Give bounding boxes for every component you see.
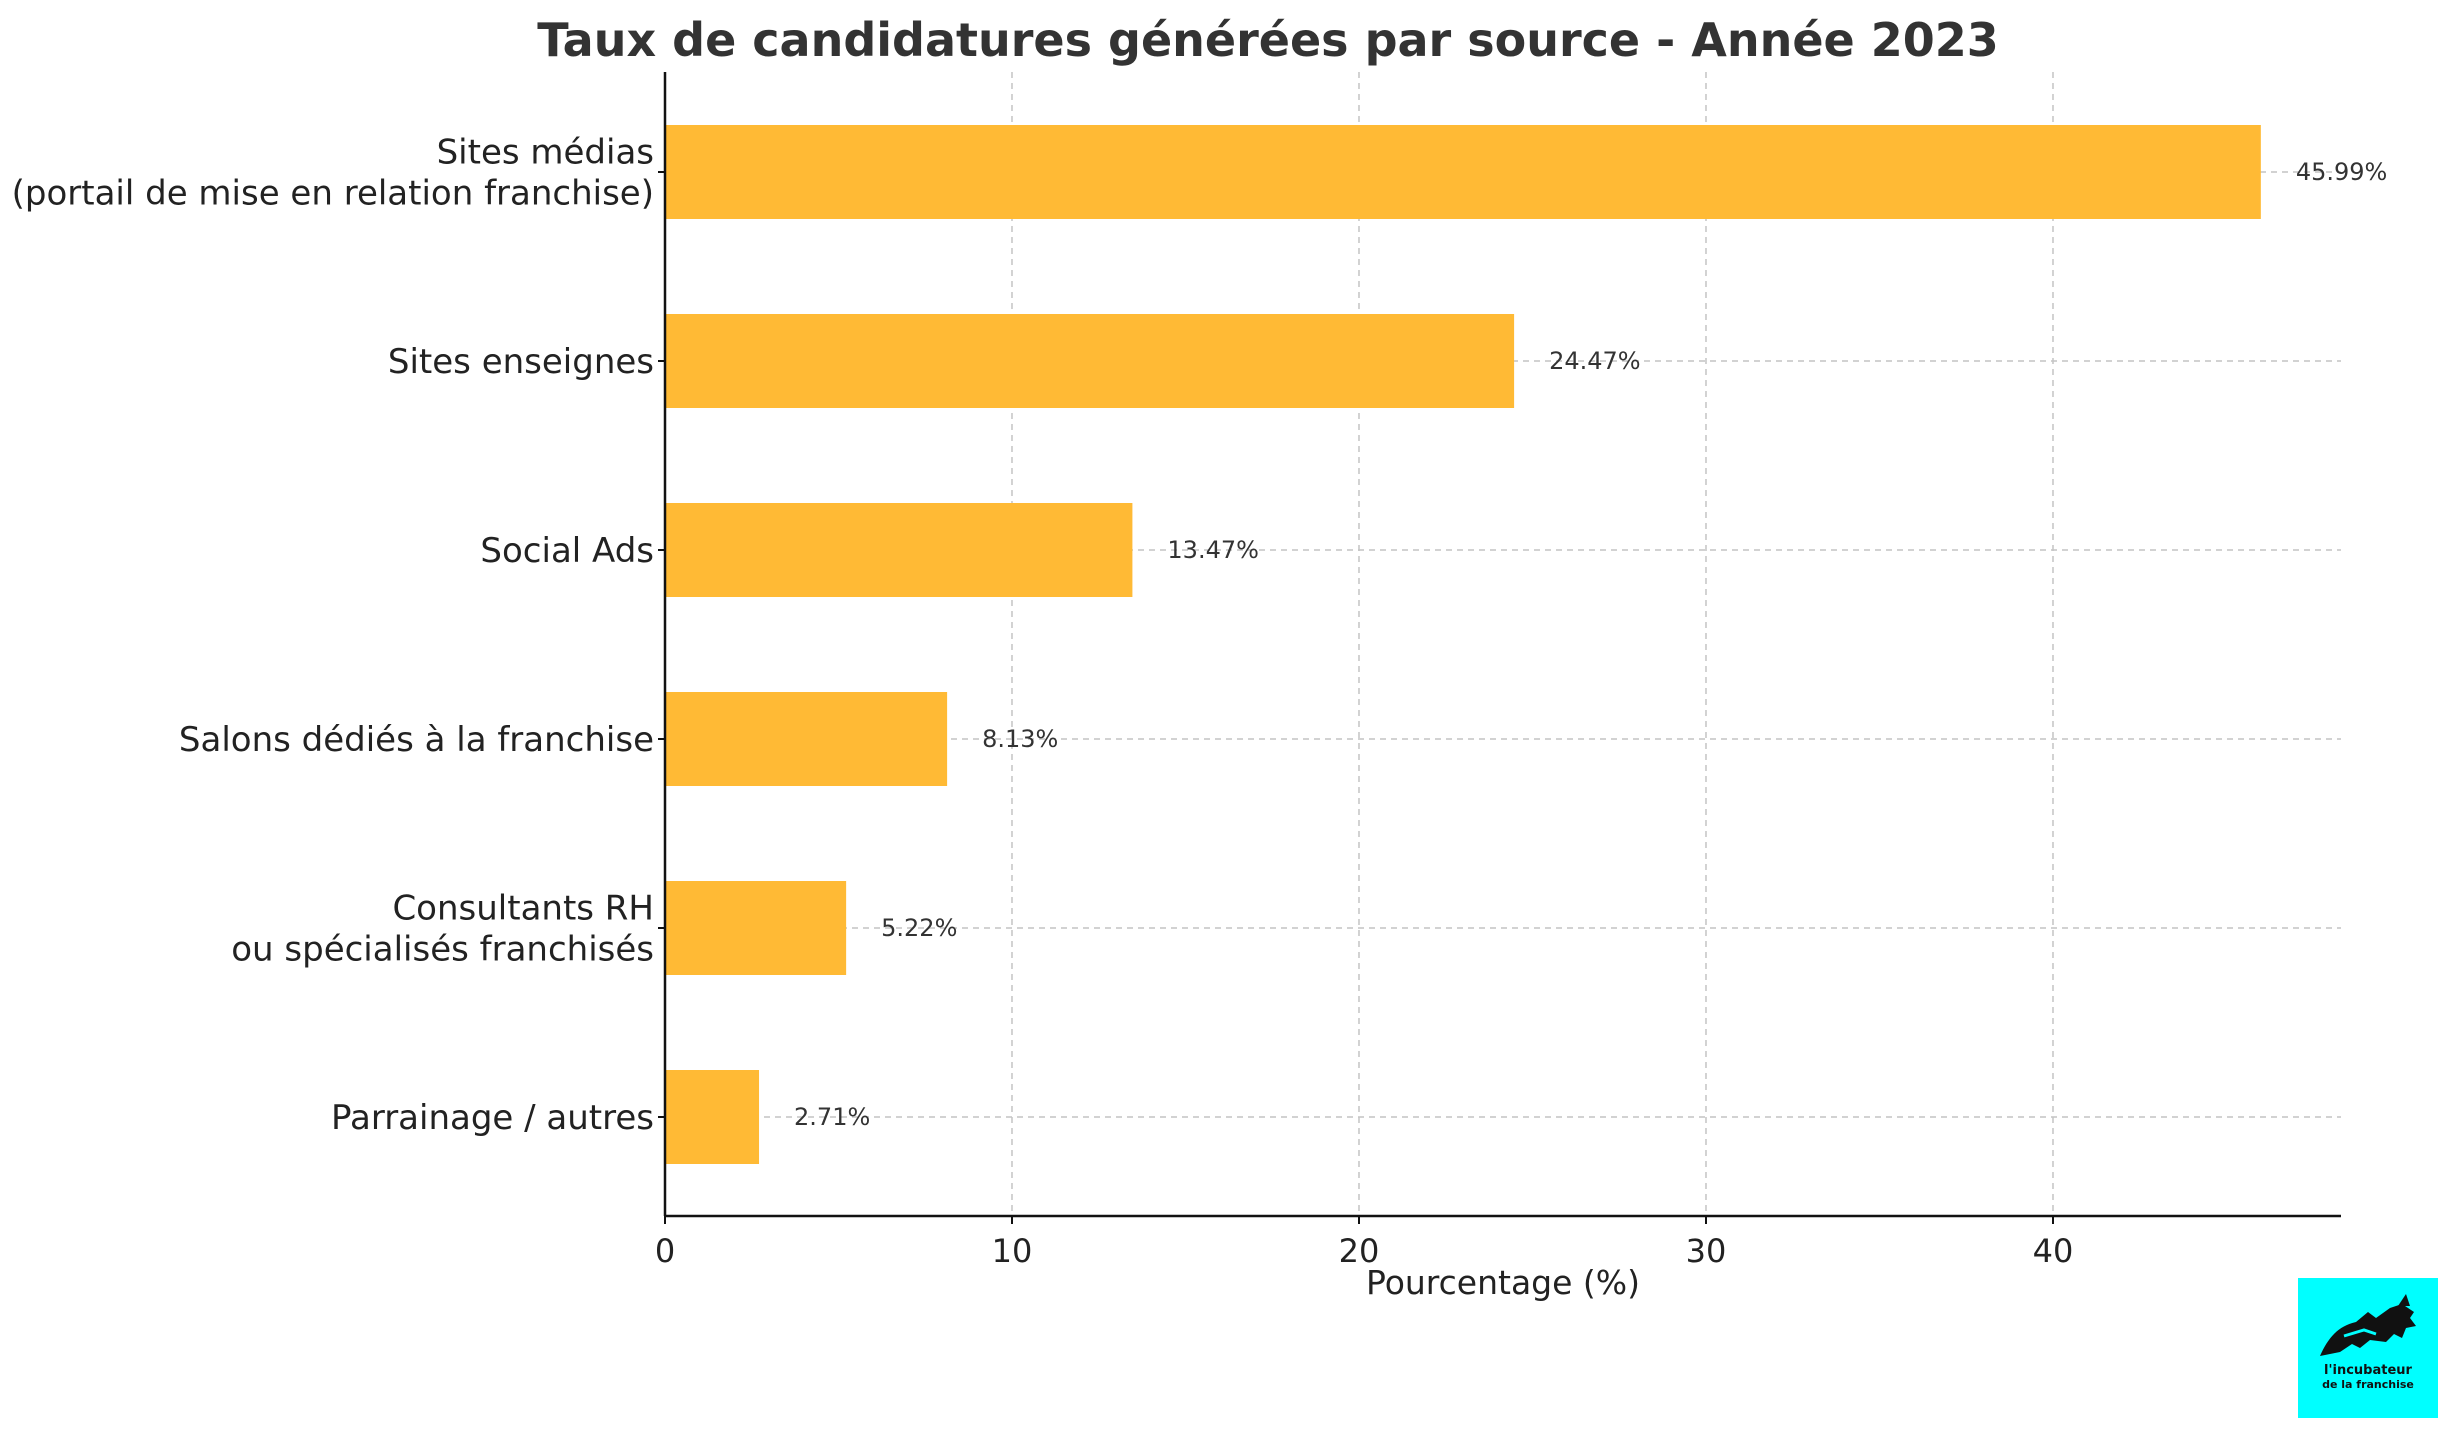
logo-line-1: l'incubateur <box>2324 1363 2412 1378</box>
x-tick-label: 0 <box>655 1232 675 1270</box>
bar <box>665 125 2261 219</box>
category-label: Consultants RH ou spécialisés franchisés <box>231 889 654 970</box>
data-label: 13.47% <box>1167 536 1259 564</box>
category-label-line: Parrainage / autres <box>331 1098 654 1138</box>
category-label: Social Ads <box>480 531 654 571</box>
data-label: 5.22% <box>881 914 957 942</box>
category-label-line: ou spécialisés franchisés <box>231 930 654 970</box>
data-label: 2.71% <box>794 1103 870 1131</box>
x-tick-label: 30 <box>1686 1232 1727 1270</box>
incubateur-logo: l'incubateur de la franchise <box>2298 1278 2438 1418</box>
category-label-line: Sites enseignes <box>388 342 654 382</box>
x-tick-label: 40 <box>2033 1232 2074 1270</box>
category-label-line: Salons dédiés à la franchise <box>179 720 654 760</box>
grid <box>665 72 2341 1216</box>
category-label: Parrainage / autres <box>331 1098 654 1138</box>
x-tick-label: 10 <box>992 1232 1033 1270</box>
category-label: Sites médias (portail de mise en relation… <box>12 133 654 214</box>
data-label: 24.47% <box>1549 347 1641 375</box>
logo-line-2: de la franchise <box>2322 1378 2414 1391</box>
chart-title: Taux de candidatures générées par source… <box>537 13 1999 67</box>
category-labels: Sites médias (portail de mise en relation… <box>12 133 654 1139</box>
bars <box>665 125 2261 1164</box>
bar <box>665 1070 760 1164</box>
x-axis-title: Pourcentage (%) <box>1366 1263 1640 1302</box>
bull-icon <box>2320 1294 2416 1356</box>
bar <box>665 692 948 786</box>
x-ticks: 0 10 20 30 40 <box>655 171 2074 1270</box>
axes <box>663 72 2341 1218</box>
data-labels: 45.99% 24.47% 13.47% 8.13% 5.22% 2.71% <box>794 158 2387 1131</box>
category-label-line: Social Ads <box>480 531 654 571</box>
data-label: 8.13% <box>982 725 1058 753</box>
bar <box>665 314 1515 408</box>
category-label: Salons dédiés à la franchise <box>179 720 654 760</box>
data-label: 45.99% <box>2296 158 2388 186</box>
bar <box>665 881 847 975</box>
bar <box>665 503 1133 597</box>
category-label-line: Consultants RH <box>392 889 654 929</box>
category-label-line: (portail de mise en relation franchise) <box>12 174 654 214</box>
x-tick-label: 20 <box>1339 1232 1380 1270</box>
category-label: Sites enseignes <box>388 342 654 382</box>
category-label-line: Sites médias <box>437 133 654 173</box>
